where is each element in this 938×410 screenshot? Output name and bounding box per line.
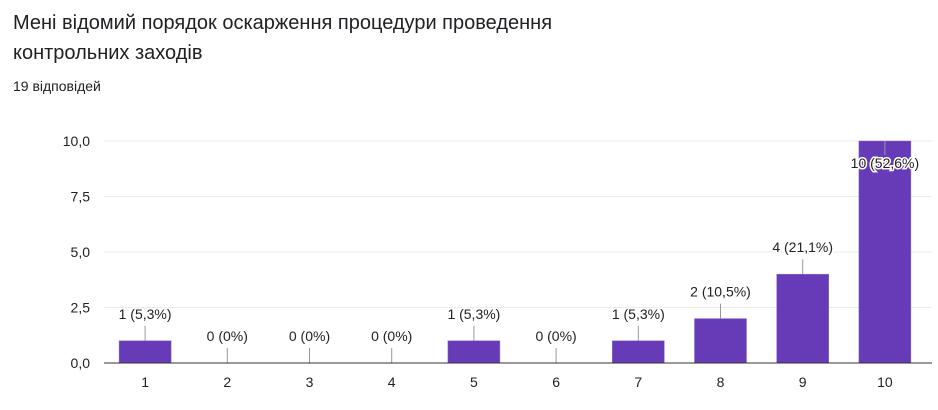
x-tick-label: 8 <box>717 374 725 390</box>
bar <box>612 340 665 364</box>
y-tick-label: 10,0 <box>63 133 90 149</box>
data-label: 0 (0%) <box>289 328 330 344</box>
bar <box>118 340 172 364</box>
data-label: 0 (0%) <box>207 328 248 344</box>
bar <box>858 140 912 364</box>
data-label: 1 (5,3%) <box>612 306 665 322</box>
bar <box>447 340 501 364</box>
y-tick-label: 5,0 <box>71 244 91 260</box>
data-label: 1 (5,3%) <box>119 306 172 322</box>
data-label: 1 (5,3%) <box>447 306 500 322</box>
question-title: Мені відомий порядок оскарження процедур… <box>13 12 553 64</box>
x-tick-label: 1 <box>141 374 149 390</box>
x-tick-label: 5 <box>470 374 478 390</box>
x-tick-label: 3 <box>306 374 314 390</box>
x-tick-label: 6 <box>552 374 560 390</box>
x-tick-label: 2 <box>223 374 231 390</box>
response-count: 19 відповідей <box>13 78 101 94</box>
bar <box>694 318 747 364</box>
x-tick-label: 10 <box>877 374 893 390</box>
bar <box>776 273 829 364</box>
data-label: 0 (0%) <box>371 328 412 344</box>
data-label: 2 (10,5%) <box>690 284 751 300</box>
data-label: 4 (21,1%) <box>772 239 833 255</box>
data-label: 0 (0%) <box>535 328 576 344</box>
y-tick-label: 7,5 <box>71 189 91 205</box>
x-tick-label: 4 <box>388 374 396 390</box>
x-tick-label: 7 <box>634 374 642 390</box>
y-tick-label: 0,0 <box>71 355 91 371</box>
data-label: 10 (52,6%) <box>851 155 919 171</box>
y-tick-label: 2,5 <box>71 300 91 316</box>
x-tick-label: 9 <box>799 374 807 390</box>
